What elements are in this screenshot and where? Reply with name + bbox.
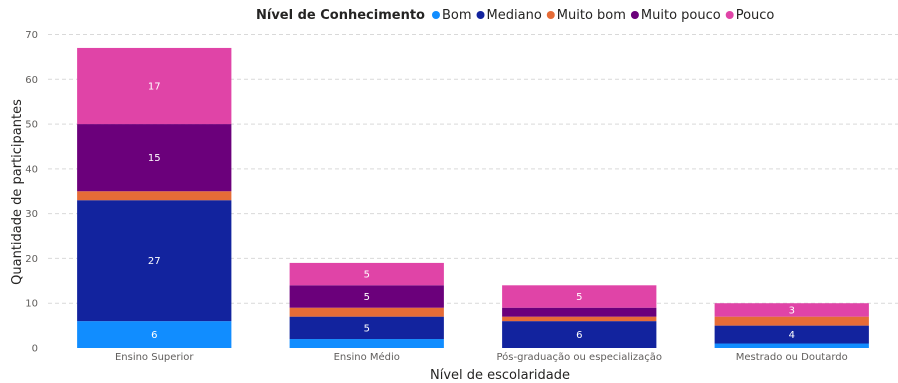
data-label-5: 5 [364,292,370,303]
y-tick-label-2: 20 [25,254,38,265]
bar-segment-2-4 [502,285,657,308]
data-label-9: 4 [789,330,795,341]
bar-segment-0-4 [77,47,232,125]
legend-label-4: Pouco [736,8,775,23]
legend-marker-0 [431,11,440,19]
y-axis-title: Quantidade de participantes [10,99,25,285]
x-tick-label-1: Ensino Médio [334,351,400,363]
data-label-10: 3 [789,305,795,316]
legend-marker-1 [476,11,485,19]
legend-marker-3 [630,11,639,19]
legend-title: Nível de Conhecimento [256,8,425,23]
bar-segment-3-4 [714,303,869,317]
y-tick-label-0: 0 [32,344,38,355]
bar-segment-0-0 [77,321,232,348]
legend: Nível de Conhecimento Bom Mediano Muito bo… [256,8,774,23]
legend-label-1: Mediano [487,8,542,23]
y-tick-label-3: 30 [25,209,38,220]
data-label-4: 5 [364,323,370,334]
legend-marker-2 [546,11,555,19]
data-label-7: 6 [576,330,582,341]
bars [77,47,869,348]
x-tick-label-2: Pós-graduação ou especialização [496,351,662,363]
y-tick-label-5: 50 [25,120,38,131]
bar-segment-2-2 [502,316,657,322]
x-axis-categories: Ensino Superior Ensino Médio Pós-graduação… [115,351,848,363]
data-labels: 6 27 15 17 5 5 5 6 5 4 3 [148,82,795,342]
data-label-8: 5 [576,292,582,303]
data-label-0: 6 [151,330,157,341]
bar-segment-1-2 [289,307,444,317]
bar-segment-3-2 [714,316,869,326]
legend-label-2: Muito bom [557,8,626,23]
data-label-6: 5 [364,270,370,281]
legend-marker-4 [725,11,734,19]
y-tick-label-7: 70 [25,30,38,41]
y-tick-label-6: 60 [25,75,38,86]
bar-segment-1-0 [289,339,444,348]
bar-segment-3-0 [714,343,869,348]
legend-label-3: Muito pouco [641,8,721,23]
bar-segment-2-3 [502,307,657,317]
y-tick-label-1: 10 [25,299,38,310]
data-label-2: 15 [148,153,161,164]
data-label-1: 27 [148,256,161,267]
bar-segment-1-3 [289,285,444,308]
y-tick-label-4: 40 [25,164,38,175]
bar-segment-3-1 [714,325,869,344]
x-tick-label-3: Mestrado ou Doutardo [736,352,848,363]
y-axis-ticks: 0 10 20 30 40 50 60 70 [25,30,38,355]
x-axis-title: Nível de escolaridade [430,368,570,383]
bar-segment-1-4 [289,262,444,286]
bar-segment-0-1 [77,200,232,322]
bar-segment-0-3 [77,124,232,192]
bar-segment-2-1 [502,321,657,348]
x-tick-label-0: Ensino Superior [115,352,194,363]
legend-label-0: Bom [442,8,472,23]
bar-segment-0-2 [77,191,232,201]
data-label-3: 17 [148,82,161,93]
bar-segment-1-1 [289,316,444,340]
